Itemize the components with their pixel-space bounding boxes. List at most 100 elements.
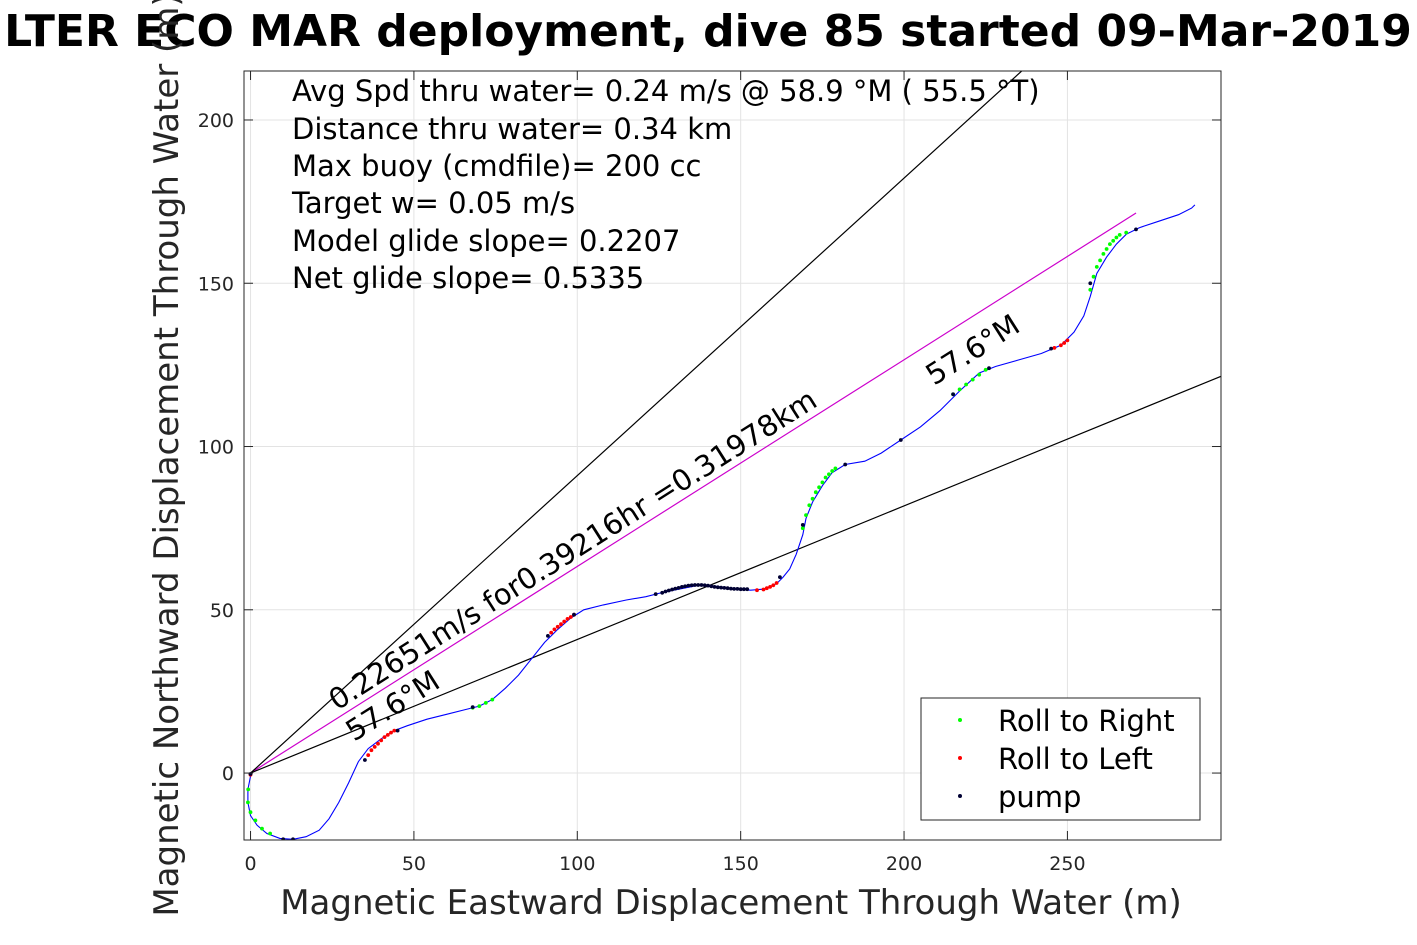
tick-labels: 0 50 100 150 200 250 0 50 100 150 200 xyxy=(198,110,1086,875)
roll-to-left-marker xyxy=(562,619,567,624)
pump-marker xyxy=(738,587,743,592)
roll-to-left-marker xyxy=(389,730,393,735)
roll-to-right-marker xyxy=(1117,233,1122,237)
roll-to-right-marker xyxy=(810,496,815,501)
roll-to-left-marker xyxy=(369,748,374,753)
roll-to-left-marker xyxy=(1062,341,1067,345)
roll-to-right-marker xyxy=(1104,247,1109,251)
pump-marker xyxy=(666,588,671,593)
pump-marker xyxy=(676,586,681,590)
info-target-w: Target w= 0.05 m/s xyxy=(291,186,575,220)
pump-marker xyxy=(843,462,848,467)
roll-to-right-marker xyxy=(1088,287,1093,292)
pump-marker xyxy=(689,583,694,588)
info-avg-speed: Avg Spd thru water= 0.24 m/s @ 58.9 °M (… xyxy=(292,74,1040,108)
legend-label-roll-right: Roll to Right xyxy=(998,704,1175,738)
x-tick-label: 0 xyxy=(244,853,256,875)
roll-to-left-marker xyxy=(755,588,759,593)
roll-to-left-marker xyxy=(385,733,390,737)
roll-to-left-marker xyxy=(555,624,560,629)
pump-marker xyxy=(680,585,684,589)
pump-marker xyxy=(715,585,720,590)
roll-to-right-marker xyxy=(248,810,253,815)
pump-marker xyxy=(363,758,367,762)
pump-marker xyxy=(800,523,805,527)
roll-to-left-marker xyxy=(552,627,557,632)
roll-to-left-marker xyxy=(774,581,779,585)
roll-to-right-marker xyxy=(813,490,818,495)
y-tick-label: 100 xyxy=(198,437,234,459)
pump-marker xyxy=(719,585,723,590)
pump-marker xyxy=(572,612,576,617)
chart-title: LTER ECO MAR deployment, dive 85 started… xyxy=(4,6,1412,57)
roll-to-right-marker xyxy=(800,526,805,531)
roll-to-right-marker xyxy=(970,377,975,382)
roll-to-left-marker xyxy=(761,587,766,592)
roll-to-right-marker xyxy=(833,466,838,471)
pump-marker xyxy=(898,438,903,442)
roll-to-right-marker xyxy=(964,382,968,387)
pump-marker xyxy=(291,837,295,840)
y-tick-label: 0 xyxy=(222,763,234,785)
info-max-buoy: Max buoy (cmdfile)= 200 cc xyxy=(292,149,701,183)
dive-info-block: Avg Spd thru water= 0.24 m/s @ 58.9 °M (… xyxy=(291,74,1040,295)
roll-to-right-marker xyxy=(477,704,482,708)
pump-marker xyxy=(693,583,697,587)
roll-to-left-marker xyxy=(392,728,397,733)
roll-to-left-marker xyxy=(559,622,563,627)
roll-to-left-marker xyxy=(565,617,570,621)
lower-envelope-line xyxy=(250,375,1221,774)
roll-to-left-marker xyxy=(1065,338,1070,343)
pump-marker xyxy=(670,587,674,592)
info-distance: Distance thru water= 0.34 km xyxy=(292,112,732,146)
x-tick-label: 50 xyxy=(402,853,426,875)
pump-marker xyxy=(702,583,707,588)
pump-marker xyxy=(470,705,475,709)
pump-marker xyxy=(395,728,400,733)
roll-to-right-marker xyxy=(820,480,825,485)
pump-marker xyxy=(729,586,733,591)
roll-to-right-marker xyxy=(983,367,988,372)
pump-marker xyxy=(1134,227,1138,232)
net-line-line xyxy=(250,212,1137,774)
pump-marker xyxy=(712,585,717,589)
roll-to-left-marker xyxy=(1052,346,1057,350)
roll-to-left-marker xyxy=(549,630,554,635)
pump-marker xyxy=(686,583,691,588)
x-axis-label: Magnetic Eastward Displacement Through W… xyxy=(280,883,1182,923)
legend-marker-pump xyxy=(958,794,962,798)
roll-to-right-marker xyxy=(268,831,272,836)
pump-marker xyxy=(660,590,665,595)
grid xyxy=(244,71,1221,840)
pump-marker xyxy=(696,583,701,587)
pump-marker xyxy=(653,592,658,596)
roll-to-left-marker xyxy=(376,741,380,746)
roll-to-right-marker xyxy=(977,372,982,377)
x-tick-label: 150 xyxy=(723,853,759,875)
legend-marker-roll-right xyxy=(958,718,962,722)
legend-label-roll-left: Roll to Left xyxy=(998,742,1153,776)
y-tick-label: 150 xyxy=(198,273,234,295)
reference-lines xyxy=(250,71,1221,774)
pump-marker xyxy=(732,587,736,591)
roll-to-right-marker xyxy=(483,701,488,705)
data-markers xyxy=(246,227,1138,840)
pump-marker xyxy=(546,634,550,638)
roll-to-right-marker xyxy=(246,787,251,792)
roll-to-left-marker xyxy=(382,735,387,739)
pump-marker xyxy=(722,586,727,590)
roll-to-right-marker xyxy=(1111,238,1116,243)
roll-to-right-marker xyxy=(253,818,258,823)
info-net-glide-slope: Net glide slope= 0.5335 xyxy=(292,261,644,295)
roll-to-right-marker xyxy=(1094,265,1099,269)
roll-to-right-marker xyxy=(1091,274,1096,279)
roll-to-left-marker xyxy=(771,583,776,588)
y-tick-label: 200 xyxy=(198,110,234,132)
roll-to-right-marker xyxy=(823,475,828,480)
pump-marker xyxy=(987,366,991,371)
pump-marker xyxy=(683,584,687,589)
roll-to-right-marker xyxy=(1124,230,1129,235)
pump-marker xyxy=(735,587,740,591)
pump-marker xyxy=(663,589,668,594)
